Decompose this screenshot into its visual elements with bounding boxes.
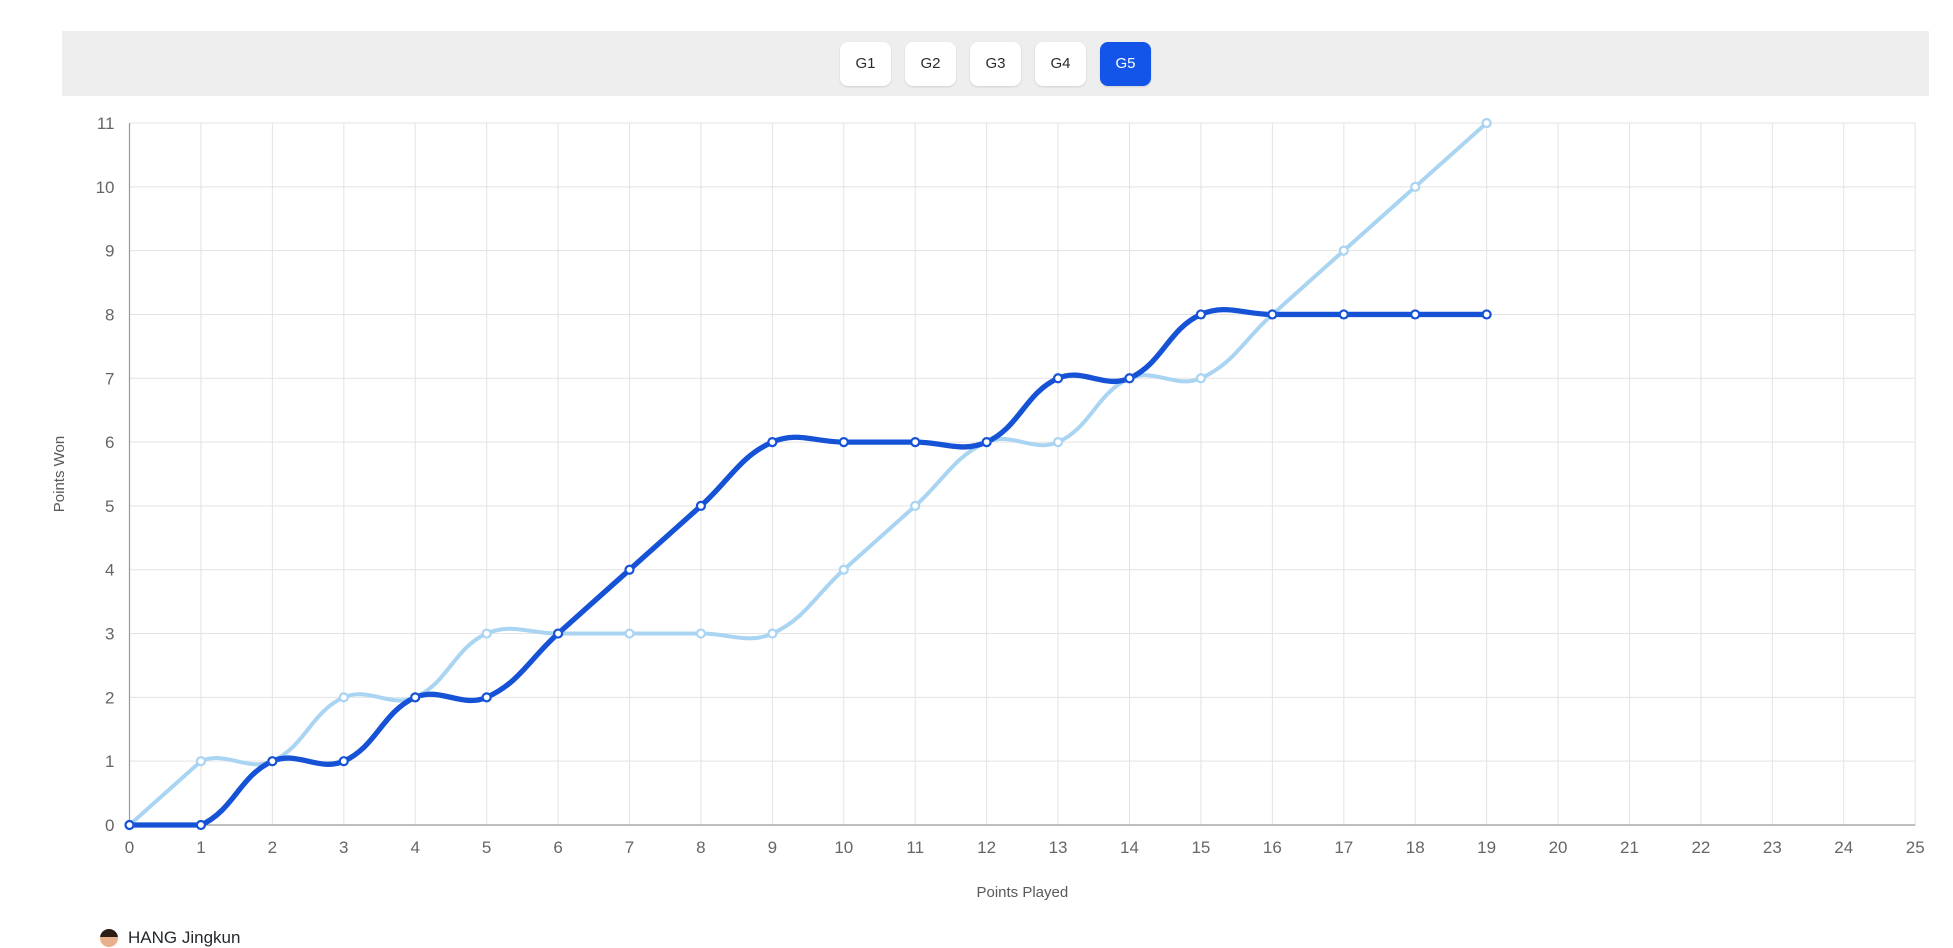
- svg-text:1: 1: [105, 752, 114, 771]
- svg-text:0: 0: [105, 816, 114, 835]
- svg-text:8: 8: [696, 838, 705, 857]
- svg-text:11: 11: [906, 838, 924, 857]
- svg-text:20: 20: [1549, 838, 1568, 857]
- svg-text:17: 17: [1334, 838, 1353, 857]
- svg-text:14: 14: [1120, 838, 1139, 857]
- svg-text:7: 7: [105, 369, 114, 388]
- svg-text:6: 6: [105, 433, 114, 452]
- svg-text:Points Played: Points Played: [976, 884, 1068, 901]
- svg-text:2: 2: [105, 688, 114, 707]
- svg-text:3: 3: [105, 625, 114, 644]
- svg-text:10: 10: [96, 178, 115, 197]
- svg-text:23: 23: [1763, 838, 1782, 857]
- svg-text:8: 8: [105, 305, 114, 324]
- svg-text:Points Won: Points Won: [51, 436, 68, 512]
- svg-text:10: 10: [834, 838, 853, 857]
- svg-text:9: 9: [768, 838, 777, 857]
- svg-text:6: 6: [553, 838, 562, 857]
- svg-text:7: 7: [625, 838, 634, 857]
- svg-text:5: 5: [482, 838, 491, 857]
- svg-text:21: 21: [1620, 838, 1639, 857]
- svg-text:18: 18: [1406, 838, 1425, 857]
- svg-text:19: 19: [1477, 838, 1496, 857]
- svg-text:9: 9: [105, 242, 114, 261]
- svg-text:4: 4: [105, 561, 114, 580]
- svg-text:0: 0: [125, 838, 134, 857]
- svg-text:24: 24: [1834, 838, 1853, 857]
- svg-text:12: 12: [977, 838, 996, 857]
- svg-text:15: 15: [1191, 838, 1210, 857]
- svg-text:13: 13: [1049, 838, 1068, 857]
- svg-text:3: 3: [339, 838, 348, 857]
- svg-text:4: 4: [410, 838, 419, 857]
- svg-text:22: 22: [1691, 838, 1710, 857]
- svg-text:2: 2: [268, 838, 277, 857]
- svg-text:11: 11: [97, 114, 115, 133]
- svg-text:5: 5: [105, 497, 114, 516]
- svg-text:1: 1: [196, 838, 205, 857]
- svg-text:16: 16: [1263, 838, 1282, 857]
- svg-text:25: 25: [1906, 838, 1925, 857]
